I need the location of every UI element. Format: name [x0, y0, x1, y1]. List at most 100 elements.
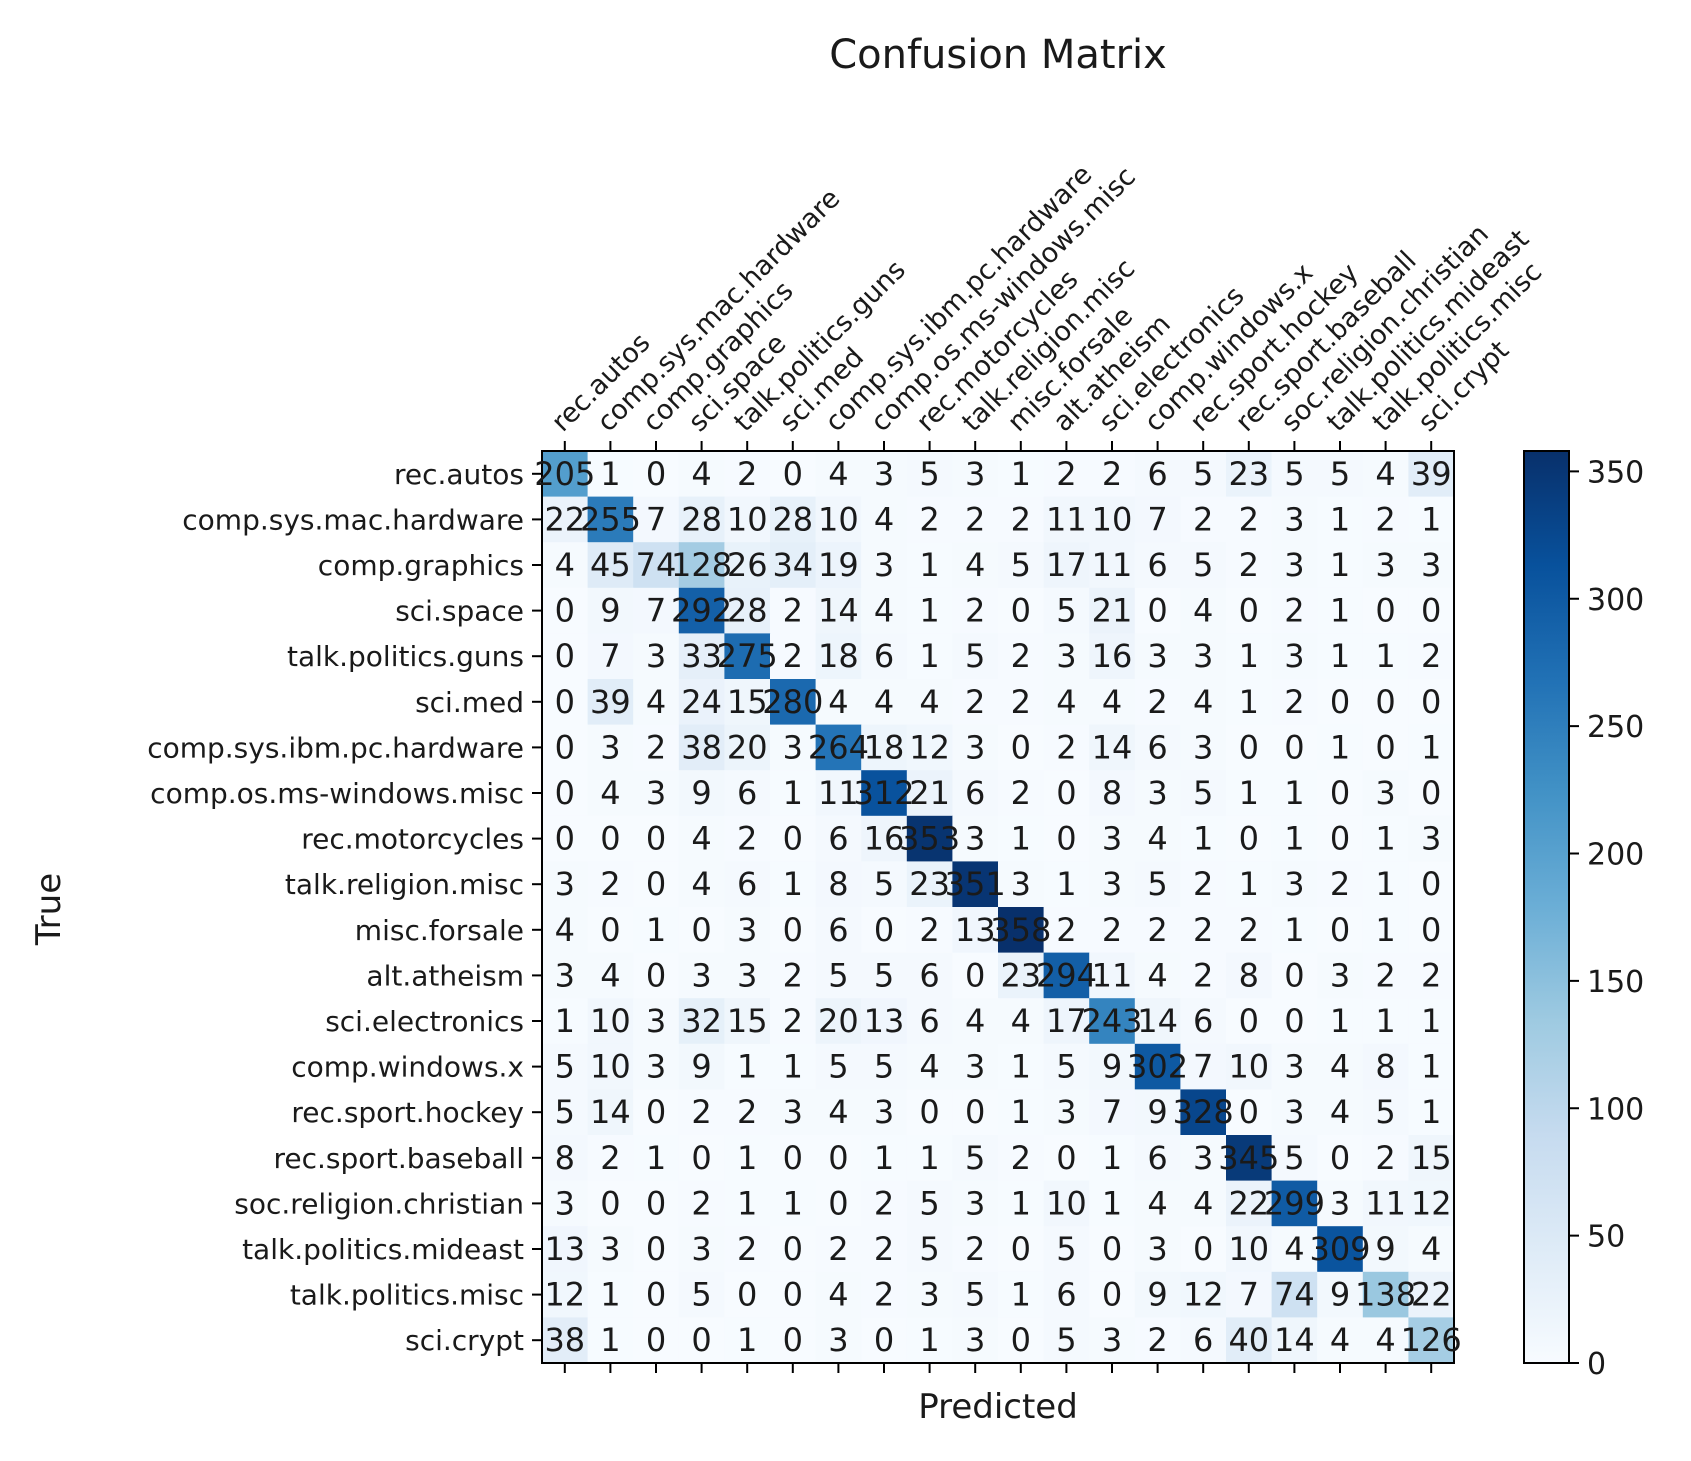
heatmap-cell [998, 815, 1045, 862]
cell-value-label: 1 [1102, 1184, 1122, 1222]
heatmap-cell [906, 952, 953, 999]
cell-value-label: 2 [1011, 683, 1031, 721]
cell-value-label: 3 [600, 1230, 620, 1268]
heatmap-cell [1134, 496, 1181, 543]
cell-value-label: 5 [1056, 592, 1076, 630]
cell-value-label: 4 [1056, 683, 1076, 721]
cell-value-label: 3 [1284, 865, 1304, 903]
cell-value-label: 1 [737, 1321, 757, 1359]
heatmap-cell [542, 1043, 589, 1090]
cell-value-label: 32 [681, 1002, 722, 1040]
heatmap-cell [861, 1135, 908, 1182]
cell-value-label: 292 [671, 592, 732, 630]
heatmap-cell [906, 1135, 953, 1182]
heatmap-cell [998, 724, 1045, 771]
cell-value-label: 3 [874, 455, 894, 493]
cell-value-label: 0 [1375, 683, 1395, 721]
cell-value-label: 1 [737, 1139, 757, 1177]
heatmap-cell [1408, 679, 1455, 726]
heatmap-cell [1043, 724, 1090, 771]
colorbar-tick-label: 300 [1587, 583, 1644, 618]
cell-value-label: 1 [1330, 1002, 1350, 1040]
heatmap-cell [633, 1089, 680, 1136]
heatmap-cell [998, 1180, 1045, 1227]
cell-value-label: 4 [1421, 1230, 1441, 1268]
heatmap-cell [906, 633, 953, 680]
cell-value-label: 3 [1284, 637, 1304, 675]
heatmap-cell [906, 1317, 953, 1364]
heatmap-cell [770, 451, 817, 498]
cell-value-label: 2 [1193, 865, 1213, 903]
heatmap-cell [1134, 1043, 1181, 1090]
cell-value-label: 4 [828, 1276, 848, 1314]
heatmap-cell [587, 861, 634, 908]
heatmap-cell [724, 770, 771, 817]
cell-value-label: 1 [783, 1048, 803, 1086]
heatmap-cell [1408, 1089, 1455, 1136]
cell-value-label: 16 [864, 820, 905, 858]
heatmap-cell [952, 451, 999, 498]
heatmap-cell [542, 679, 589, 726]
heatmap-cell [1362, 1089, 1409, 1136]
cell-value-label: 3 [965, 1184, 985, 1222]
row-label: talk.politics.guns [287, 640, 524, 673]
cell-value-label: 1 [1421, 728, 1441, 766]
cell-value-label: 4 [1330, 1048, 1350, 1086]
cell-value-label: 6 [965, 774, 985, 812]
heatmap-cell [542, 542, 589, 589]
cell-value-label: 2 [965, 683, 985, 721]
cell-value-label: 2 [691, 1093, 711, 1131]
cell-value-label: 0 [1011, 592, 1031, 630]
cell-value-label: 4 [1193, 683, 1213, 721]
cell-value-label: 1 [1284, 774, 1304, 812]
cell-value-label: 299 [1264, 1184, 1325, 1222]
heatmap-cell [1134, 1317, 1181, 1364]
cell-value-label: 2 [1375, 500, 1395, 538]
cell-value-label: 0 [965, 1093, 985, 1131]
heatmap-cell [952, 770, 999, 817]
heatmap-cell [1226, 861, 1273, 908]
heatmap-cell [770, 1180, 817, 1227]
cell-value-label: 3 [965, 455, 985, 493]
heatmap-cell [1362, 587, 1409, 634]
heatmap-cell [1271, 861, 1318, 908]
cell-value-label: 5 [1147, 865, 1167, 903]
heatmap-cell [1089, 861, 1136, 908]
heatmap-cell [1317, 1135, 1364, 1182]
cell-value-label: 3 [1147, 637, 1167, 675]
cell-value-label: 1 [1239, 865, 1259, 903]
cell-value-label: 14 [590, 1093, 631, 1131]
cell-value-label: 9 [691, 774, 711, 812]
cell-value-label: 9 [691, 1048, 711, 1086]
heatmap-cell [678, 1226, 725, 1273]
heatmap-cell [1408, 542, 1455, 589]
row-label: sci.crypt [405, 1324, 524, 1357]
cell-value-label: 11 [1046, 500, 1087, 538]
cell-value-label: 0 [1102, 1230, 1122, 1268]
heatmap-cell [1180, 1043, 1227, 1090]
row-label: sci.space [395, 595, 524, 628]
heatmap-cell [906, 861, 953, 908]
heatmap-cell [1043, 1135, 1090, 1182]
cell-value-label: 1 [919, 546, 939, 584]
cell-value-label: 8 [555, 1139, 575, 1177]
cell-value-label: 0 [783, 1139, 803, 1177]
heatmap-cell [770, 542, 817, 589]
cell-value-label: 5 [1284, 1139, 1304, 1177]
heatmap-cell [861, 1043, 908, 1090]
heatmap-cell [542, 1317, 589, 1364]
heatmap-cell [633, 861, 680, 908]
heatmap-cell [587, 1089, 634, 1136]
heatmap-cell [542, 770, 589, 817]
heatmap-cell [1043, 587, 1090, 634]
cell-value-label: 3 [1193, 1139, 1213, 1177]
cell-value-label: 128 [671, 546, 732, 584]
heatmap-cell [906, 907, 953, 954]
cell-value-label: 5 [1011, 546, 1031, 584]
heatmap-cell [1271, 1135, 1318, 1182]
cell-value-label: 0 [1056, 774, 1076, 812]
heatmap-cell [678, 770, 725, 817]
heatmap-cell [1271, 1043, 1318, 1090]
cell-value-label: 2 [828, 1230, 848, 1268]
cell-value-label: 3 [1284, 1048, 1304, 1086]
